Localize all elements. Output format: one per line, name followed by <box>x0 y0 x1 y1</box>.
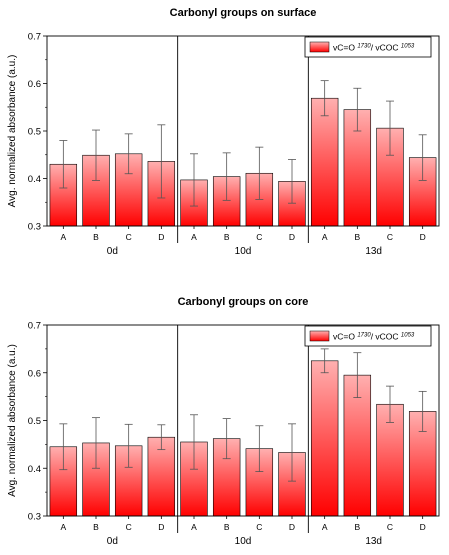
x-tick-label: A <box>60 232 66 242</box>
legend-label: vC=O 1730/ vCOC 1053 <box>333 43 415 53</box>
legend: vC=O 1730/ vCOC 1053 <box>304 36 432 58</box>
error-bar <box>386 100 394 156</box>
bar <box>343 374 372 517</box>
x-tick-label: C <box>126 522 132 532</box>
error-bar <box>320 80 329 117</box>
chart-title: Carbonyl groups on core <box>178 296 309 308</box>
error-bar <box>59 140 68 189</box>
y-tick-label: 0.6 <box>28 79 41 90</box>
error-bar <box>124 423 133 468</box>
x-tick-label: D <box>158 522 164 532</box>
error-bar <box>353 352 362 398</box>
group-label: 10d <box>235 536 252 547</box>
x-tick-label: B <box>354 232 360 242</box>
y-tick-label: 0.3 <box>28 512 41 523</box>
y-tick-label: 0.3 <box>28 222 41 233</box>
error-bar <box>255 425 264 472</box>
error-bar <box>320 348 329 374</box>
bar <box>310 360 339 517</box>
x-tick-label: C <box>387 232 393 242</box>
legend-box <box>304 36 432 58</box>
group-label: 13d <box>365 536 382 547</box>
x-tick-label: C <box>126 232 132 242</box>
legend-box <box>304 325 432 347</box>
legend-swatch <box>309 41 330 53</box>
legend-swatch <box>309 330 330 342</box>
chart-panel-2: Carbonyl groups on core 0.3 0.4 0.5 0.6 0.7 Av… <box>7 296 440 547</box>
x-tick-label: A <box>191 232 197 242</box>
error-bar <box>157 424 166 451</box>
y-tick-label: 0.4 <box>28 464 41 475</box>
x-tick-label: B <box>224 522 230 532</box>
x-tick-label: D <box>420 232 426 242</box>
x-tick-label: B <box>224 232 230 242</box>
group-label: 0d <box>107 246 118 257</box>
error-bar <box>124 133 133 175</box>
error-bar <box>222 418 231 460</box>
error-bar <box>92 417 100 469</box>
y-tick-label: 0.7 <box>28 32 41 43</box>
error-bar <box>288 159 296 204</box>
x-tick-label: B <box>93 232 99 242</box>
chart-title: Carbonyl groups on surface <box>170 7 317 19</box>
error-bar <box>418 390 427 432</box>
x-tick-label: C <box>387 522 393 532</box>
y-axis-label: Avg. normalized absorbance (a.u.) <box>7 55 18 208</box>
x-tick-label: D <box>420 522 426 532</box>
group-label: 0d <box>107 536 118 547</box>
y-tick-label: 0.7 <box>28 321 41 332</box>
y-tick-label: 0.5 <box>28 127 41 138</box>
bar <box>376 403 404 517</box>
legend: vC=O 1730/ vCOC 1053 <box>304 325 432 347</box>
error-bar <box>59 423 68 471</box>
x-tick-label: A <box>322 522 328 532</box>
y-tick-label: 0.4 <box>28 174 41 185</box>
group-label: 13d <box>365 246 382 257</box>
error-bar <box>288 423 296 482</box>
error-bar <box>157 124 166 199</box>
y-axis-label: Avg. normalized absorbance (a.u.) <box>7 344 18 497</box>
error-bar <box>418 134 427 181</box>
group-label: 10d <box>235 246 252 257</box>
x-tick-label: D <box>158 232 164 242</box>
x-tick-label: A <box>60 522 66 532</box>
error-bar <box>92 129 100 181</box>
legend-label: vC=O 1730/ vCOC 1053 <box>333 332 415 342</box>
x-tick-label: D <box>289 232 295 242</box>
error-bar <box>255 146 264 200</box>
x-tick-label: B <box>354 522 360 532</box>
x-tick-label: C <box>256 522 262 532</box>
error-bar <box>190 414 198 470</box>
y-tick-label: 0.5 <box>28 416 41 427</box>
bar <box>310 97 339 227</box>
y-tick-label: 0.6 <box>28 368 41 379</box>
x-tick-label: C <box>256 232 262 242</box>
error-bar <box>190 153 198 207</box>
x-tick-label: B <box>93 522 99 532</box>
x-tick-label: A <box>322 232 328 242</box>
chart-panel-1: Carbonyl groups on surface 0.3 0.4 0.5 0.6 0.… <box>7 7 440 257</box>
x-tick-label: A <box>191 522 197 532</box>
error-bar <box>353 87 362 132</box>
error-bar <box>222 152 231 201</box>
x-tick-label: D <box>289 522 295 532</box>
error-bar <box>386 385 394 423</box>
